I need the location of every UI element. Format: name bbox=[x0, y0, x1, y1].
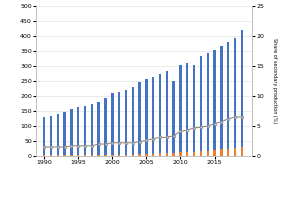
Bar bbox=[172, 153, 175, 156]
Bar bbox=[50, 116, 52, 156]
Bar bbox=[57, 114, 59, 156]
Bar bbox=[57, 155, 59, 156]
Bar bbox=[227, 42, 229, 156]
Bar bbox=[77, 155, 80, 156]
Bar bbox=[98, 102, 100, 156]
Bar bbox=[159, 153, 161, 156]
Bar bbox=[145, 79, 148, 156]
Bar bbox=[200, 151, 202, 156]
Sec. % bbox=[97, 143, 101, 145]
Sec. % bbox=[226, 118, 230, 120]
Bar bbox=[206, 52, 209, 156]
Bar bbox=[166, 153, 168, 156]
Bar bbox=[159, 73, 161, 156]
Sec. % bbox=[158, 136, 162, 139]
Sec. % bbox=[206, 125, 209, 127]
Bar bbox=[125, 154, 127, 156]
Bar bbox=[213, 49, 216, 156]
Sec. % bbox=[110, 142, 114, 144]
Bar bbox=[77, 107, 80, 156]
Bar bbox=[118, 154, 120, 156]
Sec. % bbox=[131, 142, 135, 144]
Bar bbox=[138, 82, 141, 156]
Bar bbox=[132, 87, 134, 156]
Bar bbox=[98, 155, 100, 156]
Bar bbox=[241, 147, 243, 156]
Sec. % bbox=[49, 146, 53, 148]
Sec. % bbox=[83, 145, 87, 147]
Sec. % bbox=[70, 145, 73, 147]
Sec. % bbox=[179, 130, 182, 133]
Sec. % bbox=[63, 146, 66, 148]
Line: Sec. %: Sec. % bbox=[43, 116, 243, 148]
Bar bbox=[213, 150, 216, 156]
Bar bbox=[234, 38, 236, 156]
Sec. % bbox=[233, 116, 237, 118]
Bar bbox=[43, 117, 45, 156]
Bar bbox=[138, 154, 141, 156]
Sec. % bbox=[220, 121, 223, 123]
Sec. % bbox=[152, 137, 155, 140]
Bar bbox=[193, 152, 195, 156]
Bar bbox=[132, 154, 134, 156]
Y-axis label: Share of secondary production (%): Share of secondary production (%) bbox=[272, 38, 278, 124]
Sec. % bbox=[145, 139, 148, 142]
Sec. % bbox=[185, 129, 189, 131]
Bar bbox=[193, 64, 195, 156]
Bar bbox=[241, 30, 243, 156]
Bar bbox=[179, 64, 182, 156]
Bar bbox=[91, 104, 93, 156]
Sec. % bbox=[56, 146, 60, 148]
Bar bbox=[206, 151, 209, 156]
Sec. % bbox=[76, 145, 80, 147]
Bar bbox=[152, 154, 154, 156]
Sec. % bbox=[240, 116, 244, 118]
Bar bbox=[111, 93, 113, 156]
Sec. % bbox=[213, 122, 216, 125]
Bar bbox=[220, 149, 223, 156]
Sec. % bbox=[138, 140, 141, 143]
Sec. % bbox=[117, 142, 121, 144]
Bar bbox=[152, 76, 154, 156]
Sec. % bbox=[90, 145, 94, 147]
Bar bbox=[118, 92, 120, 156]
Bar bbox=[91, 155, 93, 156]
Bar bbox=[50, 155, 52, 156]
Bar bbox=[84, 106, 86, 156]
Bar bbox=[125, 90, 127, 156]
Bar bbox=[104, 155, 107, 156]
Bar bbox=[63, 112, 66, 156]
Bar bbox=[43, 155, 45, 156]
Bar bbox=[84, 155, 86, 156]
Bar bbox=[179, 152, 182, 156]
Bar bbox=[111, 154, 113, 156]
Bar bbox=[63, 155, 66, 156]
Sec. % bbox=[104, 143, 107, 145]
Bar bbox=[172, 81, 175, 156]
Bar bbox=[70, 109, 73, 156]
Sec. % bbox=[172, 134, 175, 137]
Bar bbox=[104, 98, 107, 156]
Sec. % bbox=[42, 146, 46, 148]
Sec. % bbox=[165, 136, 169, 139]
Bar bbox=[234, 148, 236, 156]
Bar bbox=[186, 152, 188, 156]
Bar bbox=[70, 155, 73, 156]
Bar bbox=[166, 71, 168, 156]
Sec. % bbox=[192, 127, 196, 129]
Bar bbox=[200, 55, 202, 156]
Bar bbox=[145, 154, 148, 156]
Bar bbox=[186, 63, 188, 156]
Bar bbox=[227, 148, 229, 156]
Bar bbox=[220, 46, 223, 156]
Legend: Primary, Secondary, Sec. %: Primary, Secondary, Sec. % bbox=[63, 198, 190, 200]
Sec. % bbox=[124, 142, 128, 144]
Sec. % bbox=[199, 126, 203, 128]
